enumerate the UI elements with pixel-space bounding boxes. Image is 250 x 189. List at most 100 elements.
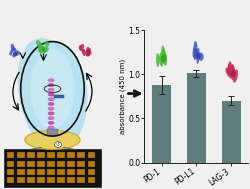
Bar (54, 94, 63, 98)
Ellipse shape (87, 49, 90, 53)
Bar (186, 74, 205, 163)
Bar (47, 152, 54, 158)
Bar (57, 161, 64, 167)
Ellipse shape (48, 83, 54, 87)
Ellipse shape (48, 102, 54, 106)
Bar (47, 161, 54, 167)
Bar (37, 177, 44, 183)
Ellipse shape (86, 48, 91, 52)
Ellipse shape (86, 47, 89, 54)
Ellipse shape (54, 142, 61, 147)
Ellipse shape (39, 47, 42, 54)
Ellipse shape (40, 46, 46, 53)
Bar (47, 177, 54, 183)
Ellipse shape (25, 130, 80, 149)
Bar (57, 152, 64, 158)
Ellipse shape (44, 42, 49, 46)
Ellipse shape (48, 116, 54, 120)
Ellipse shape (39, 43, 42, 49)
Ellipse shape (224, 67, 228, 74)
Ellipse shape (229, 71, 232, 80)
Bar (47, 129, 58, 136)
Bar (7, 152, 14, 158)
Bar (7, 169, 14, 175)
Ellipse shape (48, 93, 54, 96)
Ellipse shape (9, 52, 12, 56)
Ellipse shape (30, 49, 74, 129)
Ellipse shape (82, 49, 85, 53)
Ellipse shape (162, 53, 166, 64)
Bar (87, 161, 95, 167)
Ellipse shape (226, 63, 230, 77)
Ellipse shape (13, 51, 16, 57)
Ellipse shape (13, 48, 16, 51)
Ellipse shape (161, 45, 165, 61)
Ellipse shape (48, 121, 54, 125)
Bar (67, 169, 75, 175)
Ellipse shape (38, 46, 41, 49)
Ellipse shape (196, 52, 199, 64)
Ellipse shape (230, 65, 233, 74)
Bar (17, 177, 24, 183)
Ellipse shape (230, 70, 235, 77)
Ellipse shape (12, 46, 14, 51)
Bar (27, 169, 34, 175)
Ellipse shape (48, 98, 54, 101)
Ellipse shape (161, 49, 166, 66)
Ellipse shape (162, 53, 165, 65)
Ellipse shape (38, 48, 40, 52)
Text: ↺: ↺ (56, 142, 60, 147)
Ellipse shape (198, 53, 203, 61)
Bar (17, 169, 24, 175)
Bar (37, 169, 44, 175)
Ellipse shape (192, 48, 194, 58)
Bar (87, 177, 95, 183)
Ellipse shape (10, 48, 14, 54)
Ellipse shape (82, 49, 86, 56)
Bar (77, 161, 85, 167)
Bar (17, 161, 24, 167)
Ellipse shape (48, 112, 54, 115)
Bar (57, 169, 64, 175)
Ellipse shape (156, 53, 159, 67)
PathPatch shape (18, 39, 86, 155)
Bar (77, 152, 85, 158)
Bar (57, 177, 64, 183)
Ellipse shape (193, 48, 197, 60)
Ellipse shape (227, 61, 231, 78)
Bar (152, 85, 171, 163)
Ellipse shape (160, 55, 166, 62)
Bar (27, 177, 34, 183)
Ellipse shape (13, 50, 20, 56)
Ellipse shape (195, 48, 199, 59)
Ellipse shape (48, 126, 54, 129)
Bar (67, 152, 75, 158)
Y-axis label: absorbance (450 nm): absorbance (450 nm) (119, 59, 126, 134)
Ellipse shape (230, 64, 234, 77)
Ellipse shape (158, 56, 162, 67)
Bar (37, 161, 44, 167)
Bar (67, 161, 75, 167)
Bar (7, 161, 14, 167)
Ellipse shape (79, 44, 84, 50)
Ellipse shape (11, 44, 15, 51)
Bar (77, 169, 85, 175)
Ellipse shape (48, 107, 54, 110)
Bar (77, 177, 85, 183)
Bar (87, 169, 95, 175)
Bar (87, 152, 95, 158)
Bar (27, 161, 34, 167)
Ellipse shape (40, 45, 44, 53)
Ellipse shape (195, 52, 200, 59)
Ellipse shape (36, 40, 42, 47)
Ellipse shape (86, 53, 90, 57)
Bar (47, 169, 54, 175)
Ellipse shape (48, 88, 54, 91)
Ellipse shape (192, 41, 197, 59)
Ellipse shape (84, 50, 91, 56)
Ellipse shape (42, 46, 49, 52)
Bar (37, 152, 44, 158)
Bar (7, 177, 14, 183)
Bar (17, 152, 24, 158)
Ellipse shape (194, 49, 198, 57)
